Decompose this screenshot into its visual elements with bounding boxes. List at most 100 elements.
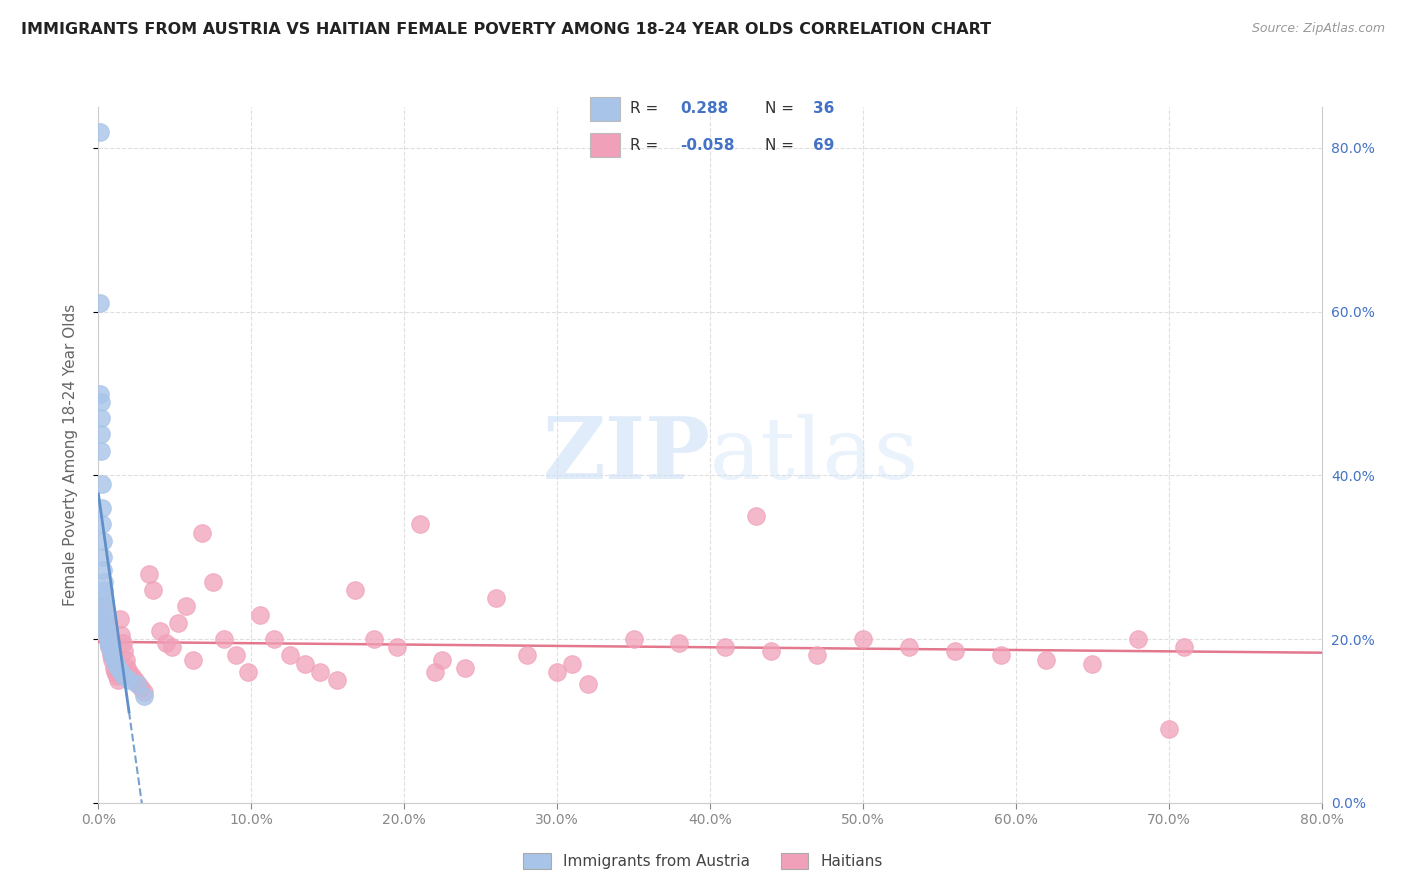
- Point: [1035, 652, 1057, 666]
- Text: R =: R =: [630, 102, 664, 117]
- Point: [432, 652, 454, 666]
- Point: [104, 665, 127, 679]
- Point: [93, 599, 115, 614]
- Point: [107, 673, 129, 687]
- Point: [108, 612, 131, 626]
- Point: [408, 517, 430, 532]
- Point: [97, 632, 120, 646]
- Point: [89, 125, 111, 139]
- Point: [1157, 722, 1180, 736]
- Point: [100, 644, 122, 658]
- Point: [94, 612, 117, 626]
- Point: [191, 525, 214, 540]
- Point: [423, 665, 446, 679]
- Point: [101, 652, 124, 666]
- Y-axis label: Female Poverty Among 18-24 Year Olds: Female Poverty Among 18-24 Year Olds: [63, 304, 77, 606]
- Point: [174, 599, 197, 614]
- Text: Source: ZipAtlas.com: Source: ZipAtlas.com: [1251, 22, 1385, 36]
- Point: [1128, 632, 1150, 646]
- Point: [101, 648, 124, 663]
- Point: [344, 582, 367, 597]
- Point: [118, 665, 141, 679]
- Point: [990, 648, 1012, 663]
- Point: [516, 648, 538, 663]
- Text: atlas: atlas: [710, 413, 920, 497]
- Point: [91, 599, 114, 614]
- Point: [103, 661, 125, 675]
- FancyBboxPatch shape: [589, 133, 620, 158]
- Point: [759, 644, 782, 658]
- Legend: Immigrants from Austria, Haitians: Immigrants from Austria, Haitians: [517, 847, 889, 875]
- Text: N =: N =: [765, 137, 799, 153]
- Point: [668, 636, 690, 650]
- Point: [93, 615, 115, 630]
- Point: [623, 632, 645, 646]
- Point: [90, 411, 112, 425]
- Point: [91, 562, 114, 576]
- Point: [110, 665, 132, 679]
- Point: [110, 628, 132, 642]
- Text: IMMIGRANTS FROM AUSTRIA VS HAITIAN FEMALE POVERTY AMONG 18-24 YEAR OLDS CORRELAT: IMMIGRANTS FROM AUSTRIA VS HAITIAN FEMAL…: [21, 22, 991, 37]
- Text: 0.288: 0.288: [681, 102, 728, 117]
- Point: [1173, 640, 1195, 655]
- Point: [124, 673, 146, 687]
- Text: N =: N =: [765, 102, 799, 117]
- Point: [263, 632, 285, 646]
- Point: [90, 427, 112, 442]
- Point: [94, 624, 117, 638]
- Point: [121, 669, 143, 683]
- Point: [225, 648, 247, 663]
- Point: [129, 681, 152, 696]
- Point: [90, 394, 112, 409]
- Point: [576, 677, 599, 691]
- Point: [117, 661, 139, 675]
- Point: [93, 582, 115, 597]
- Point: [112, 644, 135, 658]
- Text: ZIP: ZIP: [543, 413, 710, 497]
- Point: [561, 657, 583, 671]
- Point: [89, 296, 111, 310]
- Point: [385, 640, 408, 655]
- FancyBboxPatch shape: [589, 97, 620, 121]
- Point: [105, 669, 128, 683]
- Point: [98, 640, 121, 655]
- Point: [278, 648, 301, 663]
- Point: [134, 685, 156, 699]
- Point: [125, 677, 148, 691]
- Point: [155, 636, 177, 650]
- Point: [326, 673, 349, 687]
- Point: [127, 677, 149, 691]
- Point: [94, 620, 117, 634]
- Point: [89, 386, 111, 401]
- Point: [94, 615, 117, 630]
- Point: [142, 582, 165, 597]
- Text: 69: 69: [813, 137, 835, 153]
- Point: [160, 640, 183, 655]
- Point: [897, 640, 920, 655]
- Point: [118, 673, 141, 687]
- Point: [98, 639, 121, 653]
- Point: [91, 501, 114, 516]
- Point: [100, 648, 122, 663]
- Point: [202, 574, 225, 589]
- Point: [94, 624, 117, 638]
- Point: [91, 517, 114, 532]
- Point: [1081, 657, 1104, 671]
- Point: [105, 657, 128, 671]
- Point: [806, 648, 828, 663]
- Point: [249, 607, 271, 622]
- Point: [294, 657, 316, 671]
- Point: [134, 690, 156, 704]
- Point: [111, 636, 134, 650]
- Point: [115, 652, 138, 666]
- Point: [363, 632, 385, 646]
- Point: [238, 665, 260, 679]
- Point: [852, 632, 875, 646]
- Text: 36: 36: [813, 102, 835, 117]
- Point: [212, 632, 235, 646]
- Point: [309, 665, 332, 679]
- Point: [138, 566, 160, 581]
- Point: [93, 574, 115, 589]
- Point: [91, 533, 114, 548]
- Point: [943, 644, 966, 658]
